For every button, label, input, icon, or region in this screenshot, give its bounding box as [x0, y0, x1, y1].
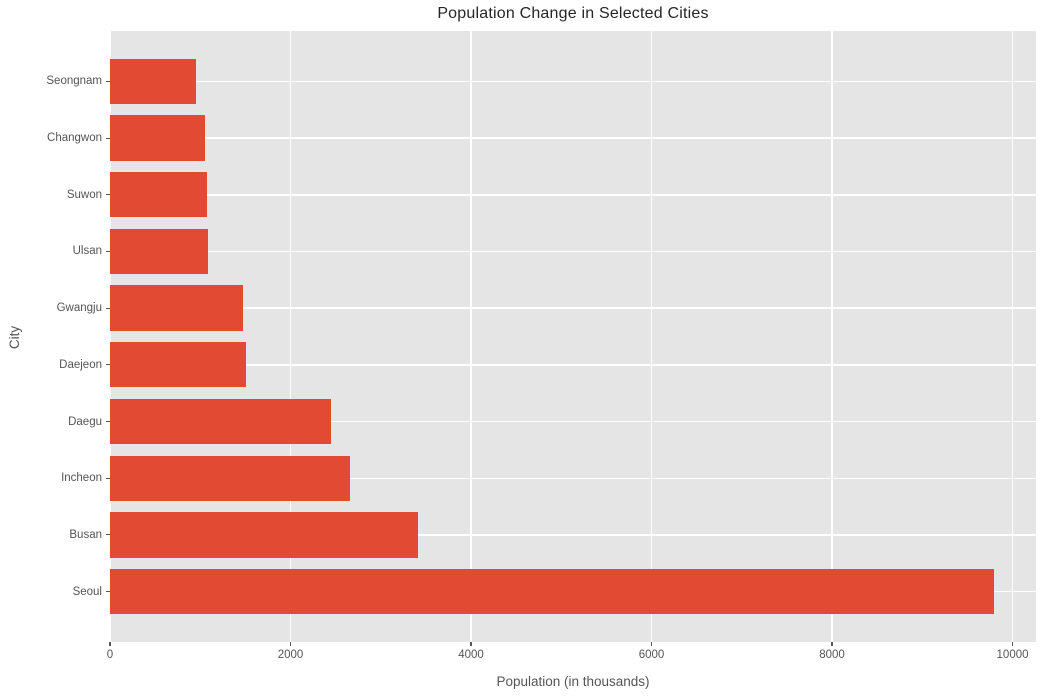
x-gridline-8000	[831, 31, 833, 642]
y-tick-label-seoul: Seoul	[72, 585, 102, 598]
x-tick-label-6000: 6000	[638, 649, 665, 661]
y-tick-label-incheon: Incheon	[61, 472, 102, 485]
y-axis-label: City	[7, 325, 23, 350]
bar-seoul	[110, 568, 994, 615]
y-tick-mark-gwangju	[106, 307, 110, 309]
chart-title: Population Change in Selected Cities	[437, 5, 709, 22]
x-gridline-4000	[470, 31, 472, 642]
y-tick-mark-incheon	[106, 477, 110, 479]
bar-suwon	[110, 172, 207, 218]
y-gridline-gwangju	[110, 307, 1036, 309]
y-tick-mark-daejeon	[106, 364, 110, 366]
x-gridline-6000	[650, 31, 653, 642]
y-tick-label-gwangju: Gwangju	[56, 302, 102, 315]
y-tick-mark-seongnam	[106, 80, 110, 83]
y-tick-mark-changwon	[106, 137, 110, 139]
y-gridline-incheon	[110, 477, 1036, 479]
bar-seongnam	[110, 58, 196, 105]
x-axis-label: Population (in thousands)	[496, 674, 650, 689]
y-tick-mark-ulsan	[106, 250, 110, 253]
plot-area	[109, 31, 1036, 642]
y-tick-label-changwon: Changwon	[47, 132, 102, 145]
x-tick-label-2000: 2000	[277, 649, 304, 661]
y-tick-mark-busan	[106, 534, 110, 536]
y-gridline-daejeon	[110, 364, 1036, 366]
y-tick-label-suwon: Suwon	[66, 188, 102, 201]
x-tick-mark-6000	[650, 642, 653, 646]
y-gridline-ulsan	[110, 250, 1036, 253]
x-gridline-2000	[289, 31, 292, 642]
y-gridline-changwon	[110, 137, 1036, 139]
bar-incheon	[110, 455, 351, 501]
y-tick-label-busan: Busan	[69, 528, 102, 541]
x-tick-mark-2000	[289, 642, 292, 646]
y-gridline-daegu	[110, 420, 1036, 423]
x-tick-mark-8000	[831, 642, 833, 646]
y-tick-label-daejeon: Daejeon	[59, 358, 102, 371]
y-gridline-seongnam	[110, 80, 1036, 83]
y-tick-mark-seoul	[106, 590, 110, 593]
y-tick-mark-suwon	[106, 194, 110, 196]
x-gridline-10000	[1011, 31, 1014, 642]
x-tick-label-4000: 4000	[458, 649, 484, 661]
y-tick-label-seongnam: Seongnam	[46, 75, 102, 88]
bar-ulsan	[110, 228, 208, 275]
bar-daegu	[110, 398, 331, 445]
x-tick-label-0: 0	[106, 649, 114, 661]
x-tick-label-8000: 8000	[819, 649, 845, 661]
x-tick-mark-10000	[1011, 642, 1014, 646]
y-gridline-suwon	[110, 194, 1036, 196]
y-tick-label-daegu: Daegu	[68, 415, 102, 428]
bar-busan	[110, 512, 419, 558]
x-tick-mark-0	[109, 642, 111, 646]
x-tick-label-10000: 10000	[996, 649, 1029, 661]
bar-gwangju	[110, 285, 244, 331]
x-tick-mark-4000	[470, 642, 472, 646]
y-gridline-busan	[110, 534, 1036, 536]
bar-daejeon	[110, 342, 246, 388]
y-tick-mark-daegu	[106, 420, 110, 423]
bar-changwon	[110, 115, 206, 161]
x-gridline-0	[109, 31, 111, 642]
y-tick-label-ulsan: Ulsan	[72, 245, 102, 258]
